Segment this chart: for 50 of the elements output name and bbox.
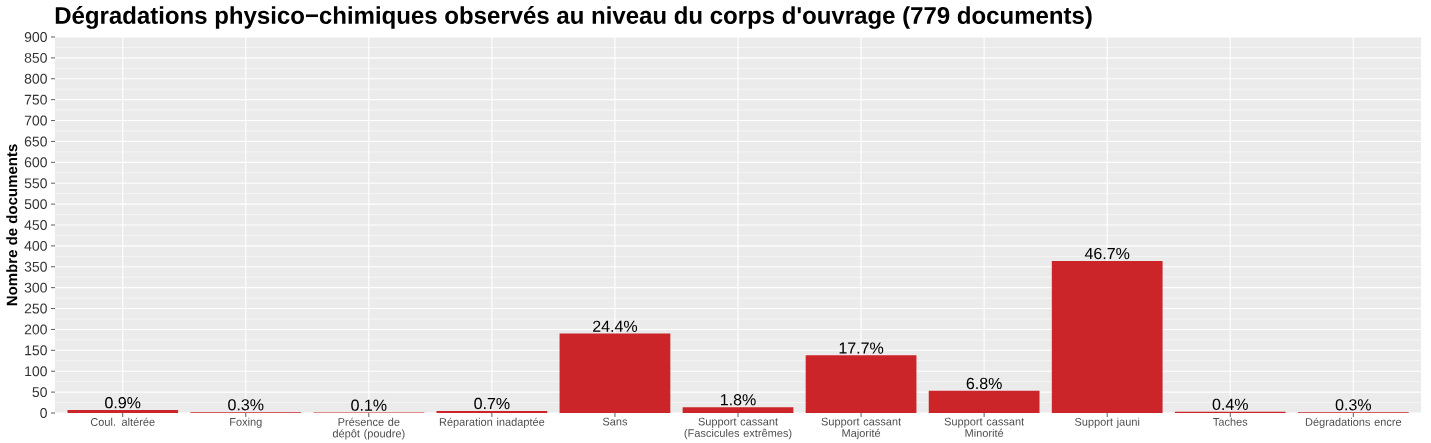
- x-tick-label: Taches: [1213, 417, 1248, 426]
- bar: [67, 410, 179, 413]
- y-tick-label: 600: [24, 157, 47, 168]
- x-tick-label: Support cassant (Fascicules extrêmes): [684, 417, 792, 440]
- annotation: 1.8%: [721, 394, 756, 406]
- y-tick-label: 900: [24, 32, 47, 42]
- x-tick-label: Réparation inadaptée: [439, 417, 545, 429]
- x-tick-label: Foxing: [230, 417, 262, 428]
- x-tick-label: Support jauni: [1074, 417, 1140, 428]
- annotation: 0.3%: [228, 399, 264, 411]
- y-tick-label: 50: [32, 387, 47, 398]
- annotation: 17.7%: [839, 342, 884, 354]
- x-tick-label: Support cassant Minorité: [944, 417, 1025, 437]
- annotation: 0.7%: [474, 397, 510, 410]
- bar: [1051, 260, 1163, 413]
- y-tick-label: 700: [24, 115, 47, 126]
- bar: [805, 355, 917, 413]
- annotation: 46.7%: [1084, 247, 1130, 260]
- x-tick-label: Présence de dépôt (poudre): [332, 417, 405, 440]
- x-tick-label: Coul. altérée: [90, 417, 155, 426]
- y-tick-label: 800: [24, 73, 47, 84]
- x-tick-label: Support cassant Majorité: [821, 417, 902, 440]
- y-tick-label: 500: [24, 199, 47, 210]
- bar: [682, 407, 794, 413]
- annotation: 6.8%: [966, 377, 1002, 390]
- bar: [559, 333, 671, 413]
- y-tick-label: 650: [24, 136, 47, 147]
- y-axis-title: Nombre de documents: [6, 144, 18, 306]
- y-tick-label: 250: [24, 303, 47, 314]
- y-tick-label: 750: [24, 94, 47, 105]
- y-tick-label: 350: [24, 261, 47, 272]
- annotation: 24.4%: [593, 320, 638, 332]
- y-tick-label: 200: [24, 324, 47, 335]
- annotation: 0.4%: [1212, 398, 1248, 411]
- annotation: 0.9%: [105, 397, 141, 409]
- y-tick-label: 550: [24, 178, 47, 189]
- bar: [928, 390, 1040, 413]
- bar: [436, 410, 548, 413]
- y-tick-label: 850: [24, 52, 47, 63]
- y-tick-label: 150: [25, 345, 47, 356]
- y-tick-label: 450: [24, 220, 47, 230]
- annotation: 0.1%: [351, 399, 387, 411]
- y-tick-label: 400: [24, 240, 47, 251]
- annotation: 0.3%: [1335, 399, 1371, 411]
- x-tick-label: Dégradations encre: [1305, 417, 1402, 429]
- y-tick-label: 300: [24, 282, 47, 293]
- x-tick-label: Sans: [602, 417, 628, 426]
- y-tick-label: 100: [25, 366, 47, 377]
- chart-title: Dégradations physico−chimiques observés au niveau du corps d'ouvrage (779 documents): [55, 6, 1092, 29]
- y-tick-label: 0: [40, 408, 47, 418]
